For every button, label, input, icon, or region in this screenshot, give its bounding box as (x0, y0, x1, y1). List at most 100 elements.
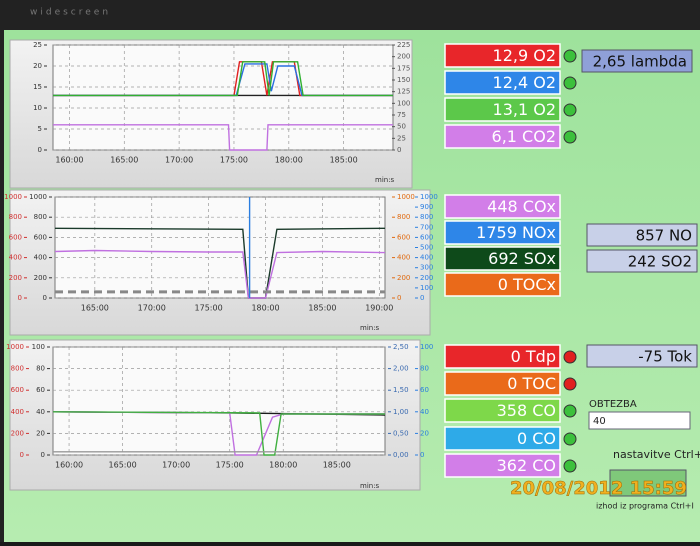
readings-panel: 12,9 O2 12,4 O2 13,1 O2 6,1 CO2 448 COx 1759 … (444, 43, 698, 478)
value-box-text: 242 SO2 (628, 253, 692, 271)
reading-box (444, 272, 561, 297)
y-tick-label: 600 (397, 233, 410, 241)
y-tick-label: 200 (397, 53, 410, 61)
y-tick-label: 25 (397, 134, 406, 142)
status-indicator (563, 130, 577, 144)
x-axis-label: min:s (375, 176, 395, 184)
status-indicator (563, 49, 577, 63)
x-tick-label: 165:00 (110, 156, 138, 165)
y-tick-label: 5 (38, 125, 42, 133)
y-tick-label: 15 (33, 83, 42, 91)
y-tick-label: 25 (33, 41, 42, 49)
x-tick-label: 185:00 (308, 304, 336, 313)
reading-text: 13,1 O2 (493, 100, 556, 119)
x-tick-label: 170:00 (162, 461, 190, 470)
reading-text: 0 TOC (507, 374, 556, 393)
reading-text: 0 TOCx (498, 275, 556, 294)
y-tick-label: 80 (36, 365, 45, 373)
y-tick-label: 0 (397, 146, 401, 154)
y-tick-label: 20 (36, 429, 45, 437)
reading-box (444, 97, 561, 122)
bezel-label: widescreen (30, 8, 111, 18)
x-tick-label: 180:00 (251, 304, 279, 313)
y-tick-label: 200 (420, 274, 433, 282)
exit-label: izhod iz programa Ctrl+I (596, 502, 694, 511)
y-tick-label: 200 (34, 274, 47, 282)
reading-box (444, 344, 561, 369)
plot-area (52, 346, 386, 456)
y-tick-label: 50 (397, 123, 406, 131)
y-tick-label: 500 (420, 244, 433, 252)
settings-label: nastavitve Ctrl+I (613, 448, 700, 461)
x-tick-label: 165:00 (81, 304, 109, 313)
value-box (581, 49, 693, 73)
y-tick-label: 900 (420, 203, 433, 211)
y-tick-label: 20 (420, 429, 429, 437)
series-line (53, 61, 393, 97)
status-indicator (563, 404, 577, 418)
plot-area (52, 44, 394, 151)
y-tick-label: 60 (36, 386, 45, 394)
plot-area (54, 196, 386, 299)
y-tick-label: 800 (420, 213, 433, 221)
x-tick-label: 180:00 (269, 461, 297, 470)
y-tick-label: 800 (9, 213, 22, 221)
x-tick-label: 185:00 (323, 461, 351, 470)
reading-text: 6,1 CO2 (492, 127, 556, 146)
y-tick-label: 40 (36, 408, 45, 416)
status-indicator (563, 76, 577, 90)
reading-box (444, 246, 561, 271)
reading-text: 358 CO (497, 401, 556, 420)
exit-button[interactable] (609, 469, 687, 497)
load-label: OBTEZBA (589, 399, 637, 410)
x-tick-label: 175:00 (195, 304, 223, 313)
status-indicator (563, 459, 577, 473)
y-tick-label: 2,00 (393, 365, 409, 373)
series-line (53, 61, 393, 97)
y-tick-label: 175 (397, 64, 410, 72)
y-tick-label: 800 (11, 365, 24, 373)
y-tick-label: 0 (41, 451, 45, 459)
y-tick-label: 60 (420, 386, 429, 394)
value-box-text: 2,65 lambda (593, 53, 687, 71)
reading-text: 448 COx (487, 197, 556, 216)
reading-text: 1759 NOx (476, 223, 556, 242)
series-line (54, 249, 386, 299)
load-input[interactable] (588, 411, 691, 430)
reading-box (444, 371, 561, 396)
y-tick-label: 700 (420, 223, 433, 231)
y-tick-label: 200 (9, 274, 22, 282)
y-tick-label: 0 (420, 294, 424, 302)
x-tick-label: 190:00 (365, 304, 393, 313)
y-tick-label: 800 (34, 213, 47, 221)
y-tick-label: 1000 (6, 343, 24, 351)
y-tick-label: 600 (420, 233, 433, 241)
value-box-text: -75 Tok (638, 348, 692, 366)
y-tick-label: 40 (420, 408, 429, 416)
y-tick-label: 10 (33, 104, 42, 112)
y-tick-label: 800 (397, 213, 410, 221)
reading-text: 362 CO (497, 456, 556, 475)
reading-box (444, 70, 561, 95)
status-indicator (563, 377, 577, 391)
y-tick-label: 0 (20, 451, 24, 459)
reading-text: 692 SOx (488, 249, 556, 268)
y-tick-label: 400 (11, 408, 24, 416)
y-tick-label: 80 (420, 365, 429, 373)
value-box (586, 223, 698, 247)
y-tick-label: 0,50 (393, 429, 409, 437)
reading-box (444, 124, 561, 149)
y-tick-label: 1,50 (393, 386, 409, 394)
charts: 160:00 165:00 170:00 175:00 180:00 185:00 0 5 10… (4, 39, 438, 491)
status-indicator (563, 432, 577, 446)
y-tick-label: 1,00 (393, 408, 409, 416)
y-tick-label: 0 (43, 294, 47, 302)
y-tick-label: 600 (11, 386, 24, 394)
load-value: 40 (593, 416, 606, 427)
reading-text: 12,4 O2 (493, 73, 556, 92)
series-line (53, 124, 393, 151)
reading-box (444, 398, 561, 423)
y-tick-label: 2,50 (393, 343, 409, 351)
reading-box (444, 220, 561, 245)
